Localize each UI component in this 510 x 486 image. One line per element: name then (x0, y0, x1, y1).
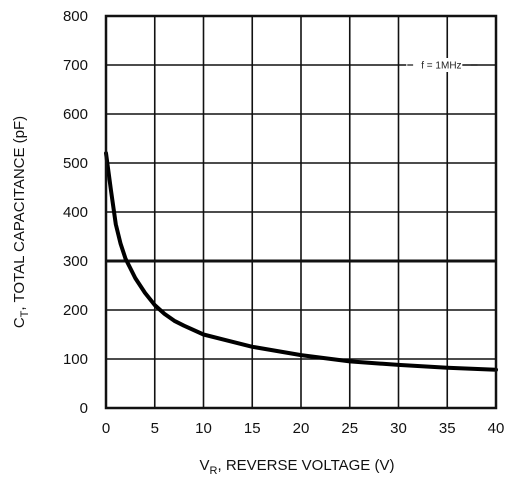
x-axis-title: VR, REVERSE VOLTAGE (V) (200, 457, 395, 477)
y-tick-label: 600 (63, 106, 88, 123)
y-tick-label: 100 (63, 351, 88, 368)
y-tick-label: 400 (63, 204, 88, 221)
frequency-annotation: f = 1MHz (421, 61, 461, 72)
y-tick-label: 200 (63, 302, 88, 319)
x-tick-label: 15 (244, 420, 261, 437)
x-tick-label: 35 (439, 420, 456, 437)
x-tick-label: 25 (341, 420, 358, 437)
y-tick-label: 700 (63, 57, 88, 74)
y-axis-title: CT, TOTAL CAPACITANCE (pF) (11, 116, 31, 328)
x-tick-label: 5 (151, 420, 159, 437)
grid (106, 16, 496, 408)
x-tick-label: 10 (195, 420, 212, 437)
x-axis-title-main: V (200, 457, 210, 474)
x-tick-label: 20 (293, 420, 310, 437)
x-tick-labels: 0 5 10 15 20 25 30 35 40 (102, 420, 505, 437)
x-tick-label: 0 (102, 420, 110, 437)
x-tick-label: 40 (488, 420, 505, 437)
series-layer (104, 151, 498, 372)
annotation-layer: f = 1MHz (406, 58, 478, 72)
y-tick-label: 300 (63, 253, 88, 270)
plot-frame (104, 14, 498, 410)
y-tick-label: 500 (63, 155, 88, 172)
capacitance-curve (104, 151, 498, 372)
y-tick-label: 800 (63, 8, 88, 25)
y-tick-labels: 0 100 200 300 400 500 600 700 800 (63, 8, 88, 417)
x-tick-label: 30 (390, 420, 407, 437)
y-axis-title-sub: T (19, 310, 31, 317)
x-axis-title-rest: , REVERSE VOLTAGE (V) (217, 457, 394, 474)
y-tick-label: 0 (80, 400, 88, 417)
y-axis-title-rest: , TOTAL CAPACITANCE (pF) (11, 116, 28, 311)
x-axis-title-sub: R (210, 465, 218, 477)
y-axis-title-main: C (11, 317, 28, 328)
annotation-background (406, 58, 463, 72)
